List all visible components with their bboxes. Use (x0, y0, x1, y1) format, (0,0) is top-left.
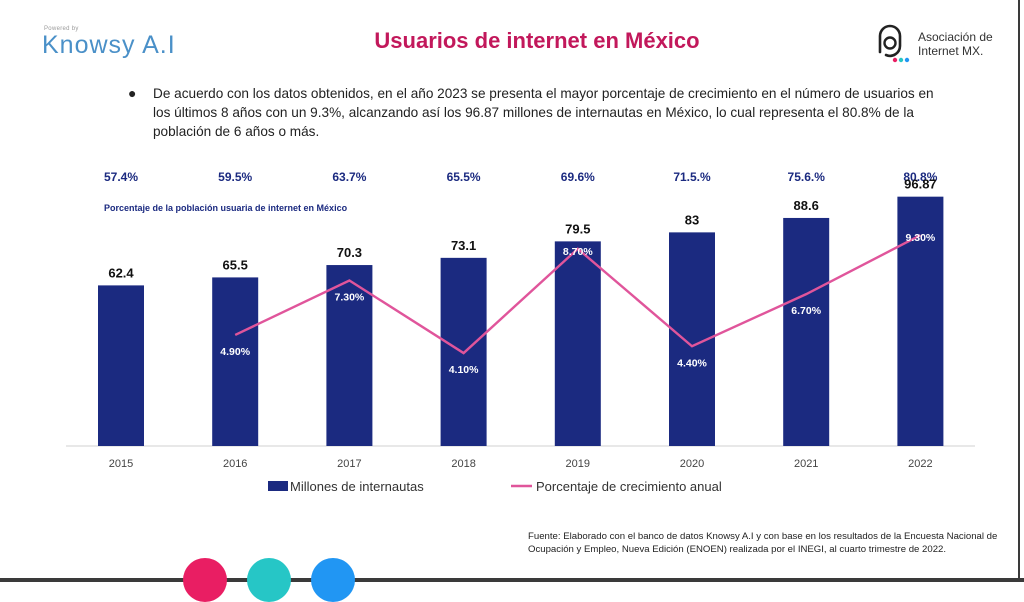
bar-2017 (326, 265, 373, 446)
asociacion-name-line2: Internet MX. (918, 44, 984, 58)
x-tick-label: 2016 (223, 458, 247, 470)
x-tick-label: 2018 (451, 458, 475, 470)
bar-value-label: 70.3 (337, 245, 362, 260)
x-tick-label: 2021 (794, 458, 818, 470)
x-tick-label: 2022 (908, 458, 932, 470)
bar-value-label: 73.1 (451, 238, 476, 253)
legend-bar-swatch (268, 481, 288, 491)
right-border (1018, 0, 1020, 582)
x-tick-label: 2019 (566, 458, 590, 470)
population-pct-label: 59.5% (218, 170, 252, 184)
legend-bar-label: Millones de internautas (290, 479, 424, 494)
population-pct-label: 71.5.% (673, 170, 711, 184)
bar-value-label: 83 (685, 212, 699, 227)
asociacion-logo-icon (878, 24, 910, 63)
bar-2019 (554, 241, 601, 446)
source-note: Fuente: Elaborado con el banco de datos … (528, 531, 998, 555)
growth-point-label: 8.70% (563, 246, 593, 258)
bar-value-label: 65.5 (223, 257, 248, 272)
population-pct-label: 63.7% (332, 170, 366, 184)
growth-point-label: 7.30% (335, 292, 365, 304)
page-title: Usuarios de internet en México (374, 28, 700, 53)
intro-paragraph: De acuerdo con los datos obtenidos, en e… (153, 86, 934, 139)
bar-value-label: 62.4 (108, 265, 134, 280)
decor-circle-teal (247, 558, 291, 602)
population-pct-label: 65.5% (447, 170, 481, 184)
decor-circle-blue (311, 558, 355, 602)
population-pct-label: 69.6% (561, 170, 595, 184)
population-pct-label: 57.4% (104, 170, 138, 184)
bar-value-label: 79.5 (565, 221, 590, 236)
growth-point-label: 4.90% (220, 346, 250, 358)
growth-point-label: 4.10% (449, 364, 479, 376)
brand-tagline: Powered by (44, 26, 79, 32)
population-pct-label: 80.8% (903, 170, 937, 184)
bar-value-label: 88.6 (794, 198, 819, 213)
growth-point-label: 4.40% (677, 357, 707, 369)
population-pct-label: 75.6.% (788, 170, 826, 184)
bottom-border (0, 578, 1024, 582)
asociacion-name-line1: Asociación de (918, 30, 993, 44)
bar-2021 (783, 217, 830, 446)
growth-point-label: 6.70% (791, 305, 821, 317)
x-tick-label: 2017 (337, 458, 361, 470)
x-tick-label: 2015 (109, 458, 133, 470)
bar-2022 (897, 196, 944, 446)
bar-value-label: 96.87 (904, 177, 937, 192)
bar-2016 (212, 277, 259, 446)
internet-users-chart: Porcentaje de la población usuaria de in… (66, 170, 975, 494)
growth-line (234, 234, 921, 355)
chart-title: Porcentaje de la población usuaria de in… (104, 203, 348, 213)
brand-logo-text: Knowsy A.I (42, 31, 176, 59)
bar-2015 (98, 285, 144, 446)
growth-point-label: 9.30% (906, 232, 936, 244)
x-tick-label: 2020 (680, 458, 704, 470)
decor-circle-pink (183, 558, 227, 602)
bullet-icon: ● (128, 85, 137, 101)
legend-line-label: Porcentaje de crecimiento anual (536, 479, 722, 494)
